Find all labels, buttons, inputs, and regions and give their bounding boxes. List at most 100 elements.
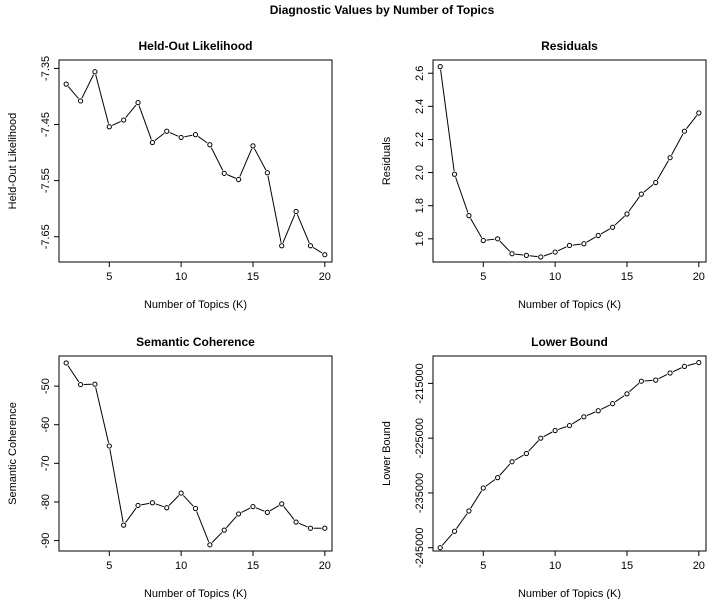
data-point — [122, 523, 126, 527]
y-tick-label: 2.6 — [414, 66, 426, 81]
figure-title: Diagnostic Values by Number of Topics — [270, 3, 495, 17]
plot-frame — [59, 356, 332, 551]
data-point — [625, 392, 629, 396]
series-segment — [645, 380, 653, 381]
series-segment — [241, 508, 250, 512]
series-segment — [126, 105, 136, 117]
data-point — [524, 451, 528, 455]
data-point — [438, 65, 442, 69]
series-segment — [297, 214, 309, 242]
data-point — [611, 225, 615, 229]
series-segment — [198, 136, 207, 142]
data-point — [294, 520, 298, 524]
series-segment — [471, 491, 482, 509]
series-segment — [254, 149, 265, 170]
data-point — [251, 144, 255, 148]
series-segment — [183, 495, 193, 506]
series-segment — [110, 449, 123, 522]
data-point — [280, 502, 284, 506]
series-segment — [629, 383, 639, 391]
series-segment — [558, 247, 567, 251]
series-segment — [82, 75, 94, 98]
x-tick-label: 5 — [480, 271, 486, 283]
series-segment — [573, 244, 581, 245]
series-segment — [657, 160, 668, 179]
data-point — [107, 125, 111, 129]
data-point — [481, 238, 485, 242]
series-segment — [686, 115, 696, 128]
series-segment — [141, 503, 149, 505]
data-point — [682, 129, 686, 133]
data-point — [510, 252, 514, 256]
series-segment — [227, 175, 235, 179]
series-segment — [184, 135, 192, 137]
data-point — [265, 510, 269, 514]
series-segment — [169, 495, 179, 505]
series-segment — [515, 254, 523, 255]
data-point — [697, 360, 701, 364]
data-point — [567, 243, 571, 247]
y-tick-label: -50 — [40, 378, 52, 394]
series-segment — [615, 216, 625, 225]
x-tick-label: 15 — [247, 560, 259, 572]
data-point — [237, 177, 241, 181]
y-tick-label: -60 — [40, 417, 52, 433]
panel-title: Semantic Coherence — [136, 335, 255, 349]
data-point — [308, 526, 312, 530]
data-point — [596, 233, 600, 237]
series-segment — [544, 432, 553, 437]
series-segment — [515, 455, 524, 460]
series-segment — [601, 405, 610, 409]
panel-title: Lower Bound — [531, 335, 608, 349]
data-point — [136, 503, 140, 507]
y-tick-label: -7.45 — [40, 112, 52, 137]
x-tick-label: 20 — [319, 271, 331, 283]
data-point — [78, 382, 82, 386]
data-point — [165, 129, 169, 133]
series-segment — [313, 247, 322, 253]
data-point — [481, 486, 485, 490]
x-tick-label: 20 — [693, 271, 705, 283]
y-axis-label: Residuals — [381, 136, 393, 185]
data-point — [308, 244, 312, 248]
y-tick-label: -80 — [40, 494, 52, 510]
data-point — [222, 171, 226, 175]
series-segment — [659, 374, 668, 378]
data-point — [64, 82, 68, 86]
x-tick-label: 15 — [247, 271, 259, 283]
series-segment — [615, 396, 624, 402]
data-point — [553, 428, 557, 432]
y-axis-label: Held-Out Likelihood — [7, 113, 19, 210]
data-point — [539, 436, 543, 440]
y-axis-label: Lower Bound — [381, 421, 393, 486]
data-point — [668, 371, 672, 375]
data-point — [78, 99, 82, 103]
series-segment — [441, 70, 455, 171]
data-point — [193, 133, 197, 137]
data-point — [539, 255, 543, 259]
panel-title: Residuals — [541, 39, 598, 53]
series-segment — [672, 134, 683, 155]
y-tick-label: 2.4 — [414, 99, 426, 114]
y-tick-label: 1.8 — [414, 198, 426, 213]
x-tick-label: 10 — [549, 271, 561, 283]
series-segment — [211, 148, 222, 171]
data-point — [452, 529, 456, 533]
data-point — [93, 70, 97, 74]
series-segment — [126, 508, 137, 523]
series-segment — [572, 418, 581, 423]
data-point — [323, 526, 327, 530]
data-point — [467, 509, 471, 513]
x-tick-label: 15 — [621, 560, 633, 572]
data-point — [179, 491, 183, 495]
y-tick-label: -7.65 — [40, 224, 52, 249]
data-point — [654, 378, 658, 382]
data-point — [510, 460, 514, 464]
data-point — [237, 512, 241, 516]
data-point — [438, 546, 442, 550]
series-segment — [112, 121, 121, 125]
data-point — [553, 250, 557, 254]
series-segment — [688, 363, 696, 365]
